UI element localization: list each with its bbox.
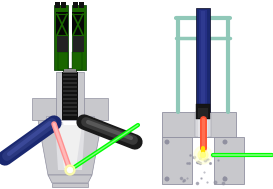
Bar — [63, 102, 77, 104]
Bar — [63, 68, 77, 73]
Bar — [58, 52, 68, 70]
Bar — [61, 2, 66, 8]
Circle shape — [200, 153, 206, 157]
Bar — [56, 72, 84, 120]
Bar — [63, 86, 77, 88]
Bar — [195, 112, 211, 137]
Bar — [196, 8, 210, 112]
Bar — [196, 104, 210, 119]
Bar — [57, 36, 68, 52]
Bar — [56, 12, 68, 36]
Circle shape — [222, 177, 227, 181]
Bar — [198, 108, 208, 118]
Bar — [63, 114, 77, 116]
Circle shape — [222, 139, 227, 145]
Bar — [73, 36, 84, 52]
Bar — [214, 137, 244, 184]
Bar — [201, 11, 205, 108]
Polygon shape — [55, 122, 70, 170]
Circle shape — [65, 165, 75, 175]
Bar — [54, 5, 68, 70]
Bar — [32, 98, 56, 120]
Bar — [63, 110, 77, 112]
Circle shape — [165, 177, 170, 181]
Circle shape — [194, 146, 212, 164]
Bar — [63, 82, 77, 84]
Polygon shape — [48, 175, 92, 183]
Bar — [52, 183, 88, 187]
Polygon shape — [58, 125, 82, 168]
Bar — [63, 106, 77, 108]
Bar — [72, 12, 84, 36]
Bar — [162, 112, 236, 137]
Bar — [63, 78, 77, 80]
Bar — [73, 2, 78, 8]
Circle shape — [67, 167, 73, 173]
Bar — [55, 2, 60, 8]
Bar — [198, 112, 208, 137]
Bar — [46, 116, 56, 126]
Circle shape — [165, 139, 170, 145]
Bar — [84, 116, 94, 126]
Bar — [63, 90, 77, 92]
Polygon shape — [70, 120, 102, 175]
Bar — [63, 98, 77, 100]
Bar — [72, 5, 86, 70]
Bar — [64, 69, 76, 72]
Bar — [62, 72, 78, 120]
Bar — [63, 74, 77, 76]
Bar — [72, 52, 82, 70]
Polygon shape — [70, 122, 85, 170]
Bar — [162, 137, 192, 184]
Bar — [84, 98, 108, 120]
Bar — [79, 2, 84, 8]
Polygon shape — [38, 120, 70, 175]
Circle shape — [198, 150, 208, 160]
Bar — [199, 10, 207, 109]
Bar — [63, 94, 77, 96]
